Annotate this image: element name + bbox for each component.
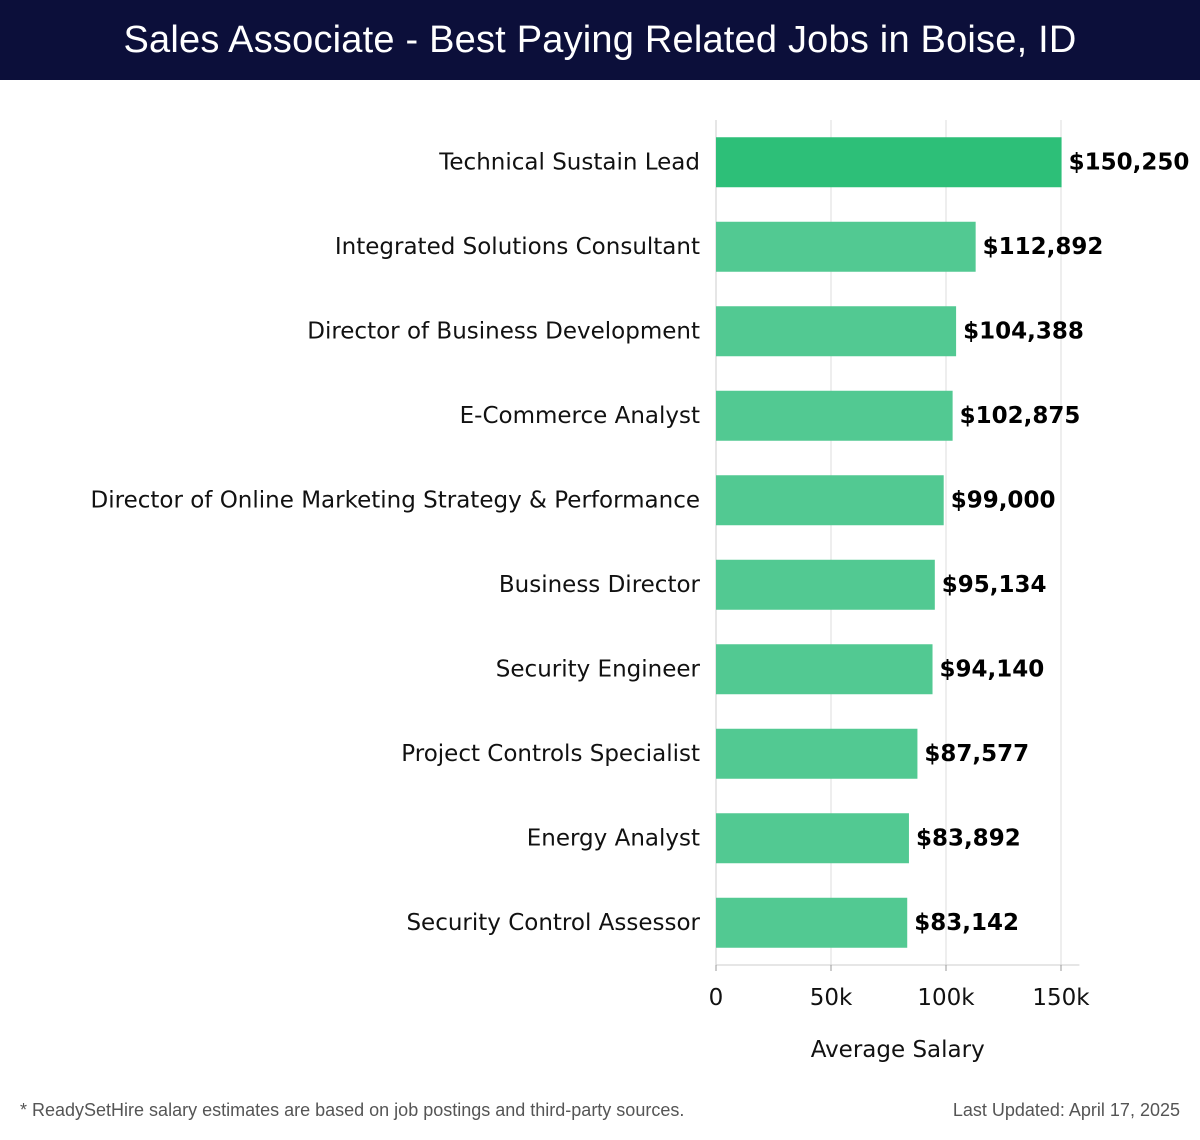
category-label-8: Energy Analyst bbox=[527, 825, 700, 851]
value-label-1: $112,892 bbox=[983, 234, 1104, 260]
x-tick-label-1: 50k bbox=[810, 985, 853, 1011]
value-label-4: $99,000 bbox=[951, 487, 1056, 513]
chart-title: Sales Associate - Best Paying Related Jo… bbox=[123, 18, 1077, 61]
category-label-2: Director of Business Development bbox=[307, 318, 700, 344]
footer-note: * ReadySetHire salary estimates are base… bbox=[20, 1100, 685, 1120]
category-label-6: Security Engineer bbox=[496, 656, 701, 682]
category-label-9: Security Control Assessor bbox=[406, 910, 700, 936]
value-label-5: $95,134 bbox=[942, 572, 1047, 598]
value-label-8: $83,892 bbox=[916, 825, 1021, 851]
value-label-7: $87,577 bbox=[924, 741, 1029, 767]
x-tick-label-3: 150k bbox=[1032, 985, 1090, 1011]
last-updated: Last Updated: April 17, 2025 bbox=[952, 1100, 1180, 1120]
bar-6 bbox=[716, 644, 933, 695]
x-axis-title: Average Salary bbox=[811, 1037, 985, 1063]
category-label-3: E-Commerce Analyst bbox=[460, 403, 700, 429]
category-label-1: Integrated Solutions Consultant bbox=[335, 234, 700, 260]
value-label-9: $83,142 bbox=[914, 910, 1019, 936]
chart-header: Sales Associate - Best Paying Related Jo… bbox=[0, 0, 1200, 80]
x-tick-label-0: 0 bbox=[709, 985, 724, 1011]
bar-3 bbox=[716, 390, 953, 441]
bar-5 bbox=[716, 559, 935, 610]
salary-bar-chart: Technical Sustain Lead $150,250 Integrated… bbox=[91, 120, 1190, 1063]
bar-4 bbox=[716, 475, 944, 526]
bar-8 bbox=[716, 813, 909, 864]
value-label-6: $94,140 bbox=[940, 656, 1045, 682]
bar-1 bbox=[716, 221, 976, 272]
category-label-4: Director of Online Marketing Strategy & … bbox=[91, 487, 700, 513]
category-label-5: Business Director bbox=[499, 572, 701, 598]
value-label-0: $150,250 bbox=[1069, 149, 1190, 175]
value-label-3: $102,875 bbox=[960, 403, 1081, 429]
category-label-0: Technical Sustain Lead bbox=[438, 149, 700, 175]
bar-9 bbox=[716, 897, 908, 948]
bar-0 bbox=[716, 137, 1062, 188]
bar-2 bbox=[716, 306, 957, 357]
value-label-2: $104,388 bbox=[963, 318, 1084, 344]
category-label-7: Project Controls Specialist bbox=[401, 741, 700, 767]
bar-7 bbox=[716, 728, 918, 779]
x-tick-label-2: 100k bbox=[917, 985, 975, 1011]
